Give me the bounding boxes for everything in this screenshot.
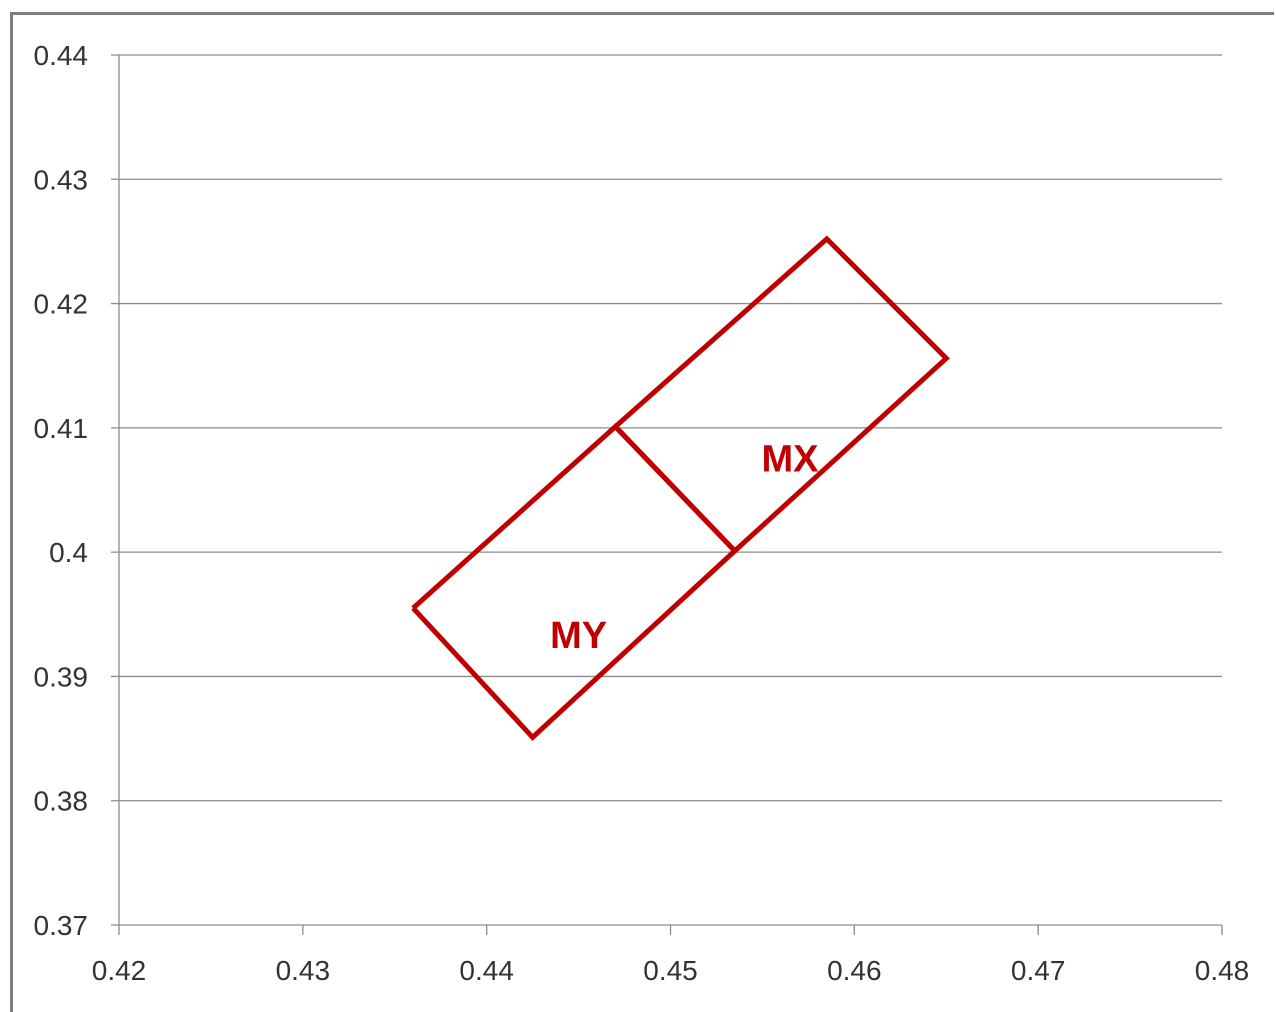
x-tick-label: 0.44 [459,955,514,986]
x-tick-label: 0.48 [1195,955,1250,986]
series-mx-label: MX [761,438,819,480]
series: MX MY [411,235,950,741]
x-tick-label: 0.47 [1011,955,1066,986]
x-tick-label: 0.42 [92,955,147,986]
y-tick-label: 0.42 [34,289,89,320]
y-tick-label: 0.41 [34,413,89,444]
x-tick-label: 0.43 [276,955,331,986]
x-tick-label: 0.46 [827,955,882,986]
grid-lines [111,54,1222,926]
y-tick-label: 0.43 [34,164,89,195]
x-tick-label: 0.45 [643,955,698,986]
axes [118,55,1223,935]
y-tick-label: 0.44 [34,40,89,71]
y-tick-label: 0.38 [34,786,89,817]
series-mx-outline [613,235,950,555]
y-tick-label: 0.37 [34,910,89,941]
tick-labels: 0.37 0.38 0.39 0.4 0.41 0.42 0.43 0.44 0.42 0.43 0… [34,40,1250,986]
series-my-label: MY [550,615,607,657]
y-tick-label: 0.39 [34,661,89,692]
y-tick-label: 0.4 [49,537,88,568]
series-my-outline [411,423,739,741]
